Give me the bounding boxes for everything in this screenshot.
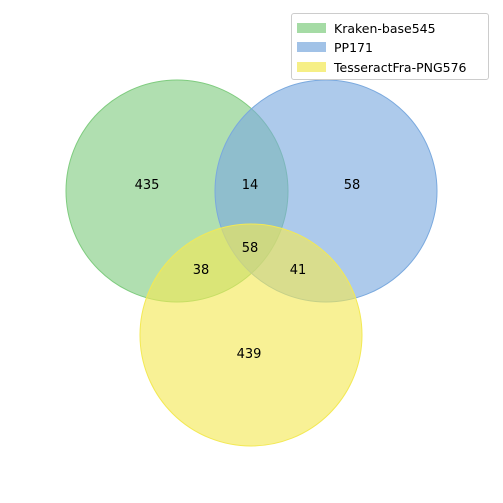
legend-item-tesseractfra-png576: TesseractFra-PNG576 xyxy=(297,59,467,75)
legend-swatch-pp171 xyxy=(297,42,326,52)
region-label-ab-only: 14 xyxy=(242,178,259,193)
legend-label: TesseractFra-PNG576 xyxy=(334,59,467,75)
region-label-c-only: 439 xyxy=(237,347,262,362)
legend-label: PP171 xyxy=(334,39,373,55)
legend-swatch-tesseractfra-png576 xyxy=(297,62,326,72)
legend-item-pp171: PP171 xyxy=(297,39,373,55)
circle-tesseractfra-png576 xyxy=(139,223,363,447)
region-label-b-only: 58 xyxy=(344,178,361,193)
region-label-abc: 58 xyxy=(242,241,259,256)
region-label-a-only: 435 xyxy=(135,178,160,193)
region-label-bc-only: 41 xyxy=(290,263,307,278)
legend-swatch-kraken-base545 xyxy=(297,23,326,33)
legend-label: Kraken-base545 xyxy=(334,20,436,36)
region-label-ac-only: 38 xyxy=(193,263,210,278)
legend: Kraken-base545 PP171 TesseractFra-PNG576 xyxy=(291,13,489,80)
legend-item-kraken-base545: Kraken-base545 xyxy=(297,20,436,36)
